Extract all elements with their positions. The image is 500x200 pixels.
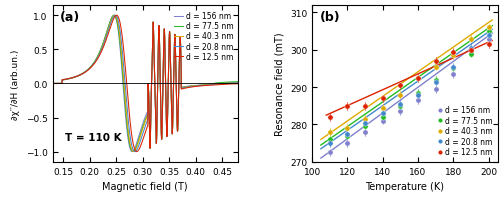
Line: d = 77.5 nm: d = 77.5 nm	[52, 16, 238, 152]
Line: d = 20.8 nm: d = 20.8 nm	[52, 16, 238, 152]
d = 12.5 nm	[134, 151, 140, 153]
Legend: d = 156 nm, d = 77.5 nm, d = 40.3 nm, d = 20.8 nm, d = 12.5 nm: d = 156 nm, d = 77.5 nm, d = 40.3 nm, d …	[436, 104, 494, 158]
d = 12.5 nm	[170, 100, 176, 103]
d = 77.5 nm	[235, 81, 241, 83]
Line: d = 156 nm: d = 156 nm	[52, 16, 238, 152]
d = 156 nm	[83, 71, 89, 73]
d = 156 nm	[50, 83, 56, 85]
d = 77.5 nm	[202, 84, 208, 87]
d = 12.5 nm	[120, 46, 126, 49]
d = 12.5 nm	[161, 42, 167, 45]
Line: d = 40.3 nm: d = 40.3 nm	[52, 16, 238, 152]
d = 40.3 nm	[161, 42, 167, 45]
d = 20.8 nm	[83, 71, 89, 73]
d = 40.3 nm	[202, 84, 208, 87]
d = 20.8 nm	[112, 15, 118, 17]
X-axis label: Temperature (K): Temperature (K)	[366, 181, 444, 191]
Y-axis label: ∂χ′′/∂H (arb.un.): ∂χ′′/∂H (arb.un.)	[11, 49, 20, 119]
d = 77.5 nm	[50, 83, 56, 85]
d = 77.5 nm	[83, 70, 89, 73]
d = 156 nm	[120, 88, 126, 91]
d = 77.5 nm	[130, 151, 136, 153]
d = 156 nm	[170, 100, 176, 103]
d = 156 nm	[202, 84, 208, 87]
d = 77.5 nm	[111, 15, 117, 17]
d = 40.3 nm	[83, 71, 89, 73]
Text: (b): (b)	[320, 11, 340, 24]
Text: (a): (a)	[60, 11, 80, 24]
X-axis label: Magnetic field (T): Magnetic field (T)	[102, 181, 188, 191]
d = 77.5 nm	[120, 81, 126, 84]
d = 77.5 nm	[170, 100, 176, 103]
d = 12.5 nm	[50, 83, 56, 85]
d = 40.3 nm	[50, 83, 56, 85]
d = 20.8 nm	[132, 151, 138, 153]
d = 40.3 nm	[112, 15, 117, 17]
d = 20.8 nm	[161, 42, 167, 45]
d = 40.3 nm	[188, 86, 194, 88]
d = 156 nm	[129, 151, 135, 153]
d = 40.3 nm	[120, 75, 126, 77]
d = 12.5 nm	[188, 86, 194, 89]
Legend: d = 156 nm, d = 77.5 nm, d = 40.3 nm, d = 20.8 nm, d = 12.5 nm: d = 156 nm, d = 77.5 nm, d = 40.3 nm, d …	[174, 11, 234, 62]
d = 20.8 nm	[202, 85, 208, 87]
d = 40.3 nm	[170, 100, 176, 103]
d = 77.5 nm	[188, 85, 194, 88]
Y-axis label: Resonance field (mT): Resonance field (mT)	[274, 32, 284, 136]
d = 156 nm	[188, 85, 194, 88]
d = 20.8 nm	[50, 83, 56, 85]
d = 12.5 nm	[235, 83, 241, 85]
d = 20.8 nm	[188, 86, 194, 88]
d = 156 nm	[161, 42, 167, 45]
d = 12.5 nm	[202, 85, 208, 87]
d = 156 nm	[111, 15, 117, 17]
d = 12.5 nm	[114, 15, 119, 17]
d = 40.3 nm	[235, 82, 241, 85]
d = 12.5 nm	[83, 71, 89, 73]
d = 20.8 nm	[120, 62, 126, 65]
Text: T = 110 K: T = 110 K	[66, 132, 122, 142]
d = 40.3 nm	[130, 151, 136, 153]
d = 20.8 nm	[235, 82, 241, 85]
d = 20.8 nm	[170, 100, 176, 103]
d = 156 nm	[235, 82, 241, 84]
d = 77.5 nm	[161, 42, 167, 45]
Line: d = 12.5 nm: d = 12.5 nm	[52, 16, 238, 152]
